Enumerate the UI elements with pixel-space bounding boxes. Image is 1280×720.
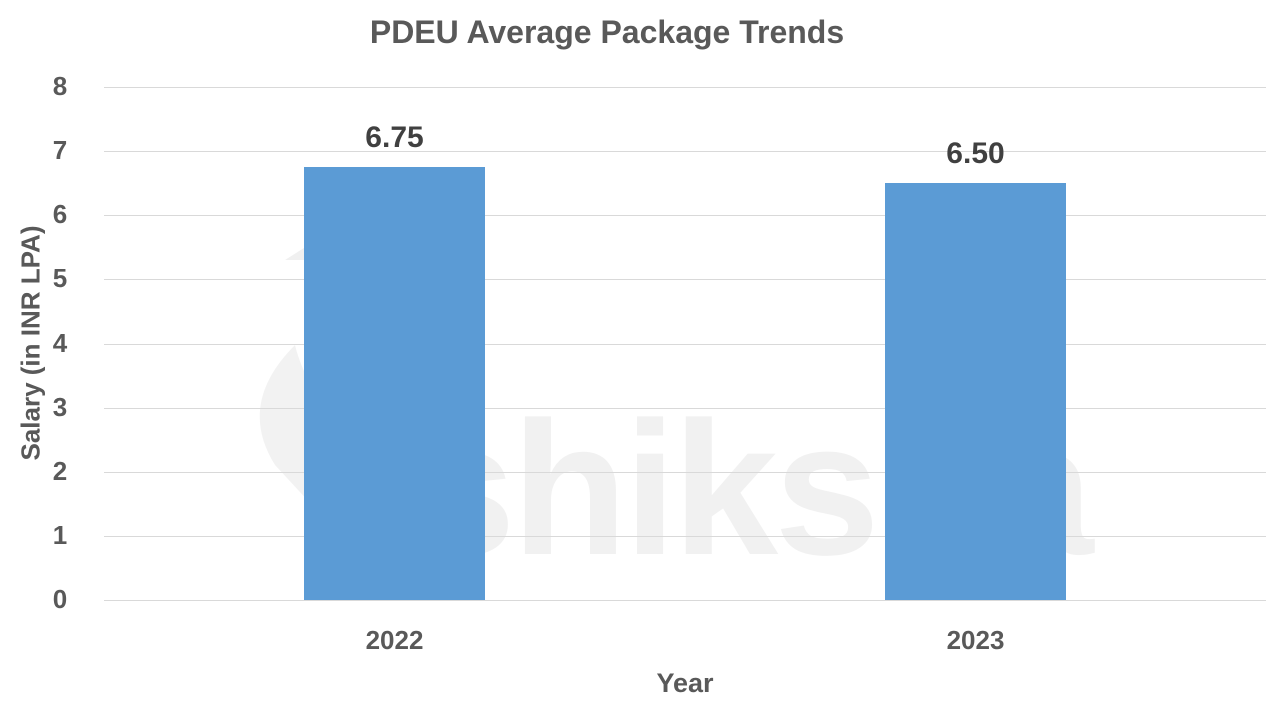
y-tick-label: 6 xyxy=(52,199,68,230)
gridline xyxy=(104,279,1266,281)
gridline xyxy=(104,407,1266,409)
bar-2022 xyxy=(304,167,485,600)
y-tick-label: 5 xyxy=(52,263,68,294)
y-tick-label: 1 xyxy=(52,519,68,550)
gridline xyxy=(104,215,1266,217)
y-tick-label: 3 xyxy=(52,391,68,422)
y-tick-label: 4 xyxy=(52,327,68,358)
gridline xyxy=(104,535,1266,537)
y-tick-label: 2 xyxy=(52,455,68,486)
plot-area xyxy=(104,87,1266,601)
gridline xyxy=(104,471,1266,473)
data-label: 6.75 xyxy=(365,121,424,155)
gridline xyxy=(104,600,1266,601)
y-tick-label: 7 xyxy=(52,135,68,166)
chart-title: PDEU Average Package Trends xyxy=(369,14,845,50)
x-tick-label: 2022 xyxy=(365,625,424,655)
bar-2023 xyxy=(885,183,1066,600)
x-axis-label: Year xyxy=(656,668,714,698)
data-label: 6.50 xyxy=(946,137,1005,171)
y-tick-label: 8 xyxy=(52,71,68,101)
gridline xyxy=(104,343,1266,345)
x-tick-label: 2023 xyxy=(946,625,1005,655)
y-tick-label: 0 xyxy=(52,584,68,614)
gridline xyxy=(104,87,1266,88)
gridline xyxy=(104,151,1266,153)
